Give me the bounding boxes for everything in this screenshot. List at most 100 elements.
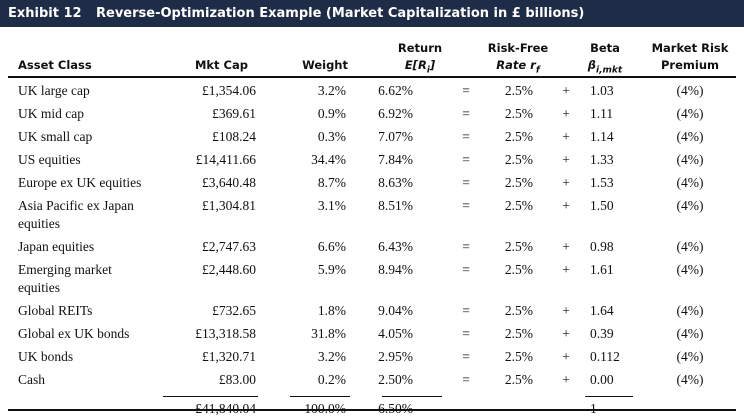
cell-weight: 8.7% — [317, 175, 346, 190]
cell-rf: 2.5% — [504, 198, 533, 213]
total-rule — [290, 396, 350, 397]
plus-sign: + — [562, 239, 570, 254]
cell-mkt-cap: £13,318.58 — [195, 326, 256, 341]
cell-rf: 2.5% — [504, 129, 533, 144]
cell-mrp: (4%) — [676, 152, 704, 167]
header-risk-free-subscript: f — [535, 65, 540, 76]
cell-weight: 3.1% — [317, 198, 346, 213]
cell-return: 2.50% — [378, 372, 413, 387]
cell-rf: 2.5% — [504, 326, 533, 341]
header-return-formula: E[Ri] — [385, 57, 455, 79]
plus-sign: + — [562, 129, 570, 144]
asset-name: Asia Pacific ex Japan — [18, 198, 134, 213]
equals-sign: = — [462, 349, 470, 364]
cell-rf: 2.5% — [504, 262, 533, 277]
cell-weight: 6.6% — [317, 239, 346, 254]
header-beta: Beta — [590, 41, 620, 55]
cell-mrp: (4%) — [676, 372, 704, 387]
cell-mkt-cap: £3,640.48 — [202, 175, 256, 190]
header-risk-free-symbol: Rate r — [496, 58, 536, 72]
cell-mkt-cap: £2,448.60 — [202, 262, 256, 277]
plus-sign: + — [562, 106, 570, 121]
cell-mrp: (4%) — [676, 239, 704, 254]
cell-return: 7.07% — [378, 129, 413, 144]
total-rule — [585, 396, 633, 397]
cell-return: 6.62% — [378, 83, 413, 98]
cell-beta: 1.14 — [590, 129, 614, 144]
cell-beta: 1.53 — [590, 175, 614, 190]
equals-sign: = — [462, 175, 470, 190]
plus-sign: + — [562, 326, 570, 341]
header-risk-free-formula: Rate rf — [476, 57, 560, 79]
equals-sign: = — [462, 239, 470, 254]
header-risk-free: Risk-Free — [487, 41, 549, 55]
asset-name: Emerging market — [18, 262, 112, 277]
cell-mrp: (4%) — [676, 349, 704, 364]
total-rule — [163, 396, 258, 397]
cell-weight: 5.9% — [317, 262, 346, 277]
cell-weight: 0.2% — [317, 372, 346, 387]
cell-weight: 3.2% — [317, 83, 346, 98]
cell-mrp: (4%) — [676, 198, 704, 213]
cell-weight: 0.9% — [317, 106, 346, 121]
header-asset-class: Asset Class — [18, 58, 92, 72]
header-rule — [8, 76, 736, 78]
equals-sign: = — [462, 129, 470, 144]
cell-mkt-cap: £1,304.81 — [202, 198, 256, 213]
asset-name: Europe ex UK equities — [18, 175, 142, 190]
cell-beta: 1.03 — [590, 83, 614, 98]
plus-sign: + — [562, 83, 570, 98]
asset-name: Global REITs — [18, 303, 93, 318]
cell-mrp: (4%) — [676, 106, 704, 121]
header-premium: Market Risk — [651, 41, 729, 55]
exhibit-label: Exhibit 12 — [8, 6, 82, 21]
plus-sign: + — [562, 349, 570, 364]
header-return: Return — [397, 41, 443, 55]
equals-sign: = — [462, 262, 470, 277]
equals-sign: = — [462, 198, 470, 213]
total-beta: 1 — [590, 401, 597, 416]
asset-name: UK mid cap — [18, 106, 84, 121]
bottom-rule — [8, 409, 736, 411]
cell-return: 8.94% — [378, 262, 413, 277]
header-beta-formula: βi,mkt — [570, 57, 640, 79]
cell-beta: 1.50 — [590, 198, 614, 213]
asset-name: UK bonds — [18, 349, 74, 364]
plus-sign: + — [562, 175, 570, 190]
cell-beta: 0.112 — [590, 349, 620, 364]
total-mkt-cap: £41,840.04 — [195, 401, 256, 416]
cell-mkt-cap: £369.61 — [212, 106, 256, 121]
plus-sign: + — [562, 262, 570, 277]
cell-rf: 2.5% — [504, 239, 533, 254]
asset-name: UK small cap — [18, 129, 93, 144]
asset-name: equities — [18, 280, 60, 295]
cell-mrp: (4%) — [676, 175, 704, 190]
header-premium: Premium — [661, 58, 719, 72]
cell-mkt-cap: £83.00 — [218, 372, 256, 387]
cell-weight: 3.2% — [317, 349, 346, 364]
header-weight: Weight — [302, 58, 348, 72]
plus-sign: + — [562, 303, 570, 318]
cell-mkt-cap: £1,354.06 — [202, 83, 256, 98]
asset-name: Cash — [18, 372, 45, 387]
cell-mrp: (4%) — [676, 83, 704, 98]
total-weight: 100.0% — [304, 401, 346, 416]
equals-sign: = — [462, 326, 470, 341]
cell-return: 8.51% — [378, 198, 413, 213]
equals-sign: = — [462, 372, 470, 387]
cell-rf: 2.5% — [504, 349, 533, 364]
cell-mkt-cap: £2,747.63 — [202, 239, 256, 254]
header-return-symbol: E[R — [404, 58, 427, 72]
cell-weight: 34.4% — [311, 152, 346, 167]
asset-name: US equities — [18, 152, 81, 167]
cell-weight: 0.3% — [317, 129, 346, 144]
plus-sign: + — [562, 152, 570, 167]
cell-return: 7.84% — [378, 152, 413, 167]
cell-beta: 1.11 — [590, 106, 614, 121]
cell-return: 6.43% — [378, 239, 413, 254]
cell-beta: 1.33 — [590, 152, 614, 167]
header-return-tail: ] — [429, 58, 436, 72]
cell-weight: 31.8% — [311, 326, 346, 341]
cell-beta: 1.61 — [590, 262, 614, 277]
